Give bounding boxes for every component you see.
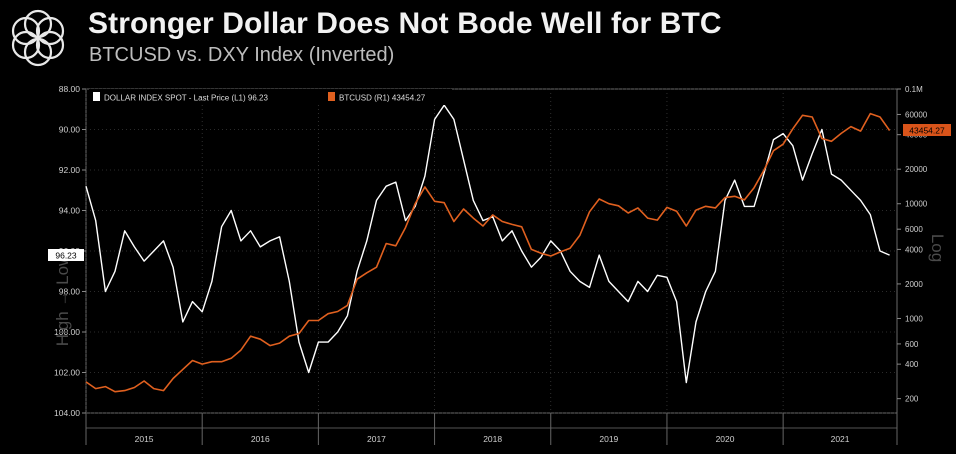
- btc-series-line: [85, 112, 891, 393]
- x-tick-label: 2016: [251, 434, 270, 444]
- brand-logo: [11, 9, 65, 67]
- legend-label-btc: BTCUSD (R1) 43454.27: [339, 94, 426, 103]
- left-tick-label: 88.00: [59, 84, 81, 94]
- x-tick-label: 2019: [599, 434, 618, 444]
- right-tick-label: 1000: [905, 314, 923, 323]
- dxy-tag-box: [48, 249, 84, 261]
- left-tick-label: 104.00: [54, 408, 80, 418]
- x-tick-label: 2021: [831, 434, 850, 444]
- right-tick-label: 2000: [905, 280, 923, 289]
- left-tick-label: 94.00: [59, 206, 81, 216]
- right-tick-label: 6000: [905, 225, 923, 234]
- right-tick-label: 60000: [905, 110, 928, 119]
- btc-tag-box: [903, 124, 951, 136]
- right-tick-label: 200: [905, 395, 919, 404]
- left-tick-label: 102.00: [54, 368, 80, 378]
- series-layer: [85, 104, 891, 393]
- legend: DOLLAR INDEX SPOT - Last Price (L1) 96.2…: [89, 89, 452, 105]
- btc-last-value-tag: 43454.27: [903, 124, 951, 136]
- chart-container: 88.0090.0092.0094.0096.0098.00100.00102.…: [0, 80, 956, 449]
- page-title: Stronger Dollar Does Not Bode Well for B…: [88, 7, 722, 40]
- left-tick-label: 98.00: [59, 287, 81, 297]
- right-tick-label: 400: [905, 360, 919, 369]
- dxy-series-line: [85, 104, 890, 384]
- legend-swatch-dxy: [93, 92, 100, 101]
- dxy-last-value-tag: 96.23: [48, 249, 84, 261]
- right-tick-label: 4000: [905, 245, 923, 254]
- chart-background: [0, 80, 956, 449]
- legend-label-dxy: DOLLAR INDEX SPOT - Last Price (L1) 96.2…: [104, 94, 268, 103]
- btc-tag-text: 43454.27: [909, 126, 945, 136]
- right-tick-label: 10000: [905, 200, 928, 209]
- x-tick-label: 2018: [483, 434, 502, 444]
- left-tick-label: 100.00: [54, 327, 80, 337]
- x-tick-label: 2015: [135, 434, 154, 444]
- page-subtitle: BTCUSD vs. DXY Index (Inverted): [89, 44, 395, 66]
- right-tick-label: 0.1M: [905, 85, 923, 94]
- dxy-tag-text: 96.23: [55, 251, 77, 261]
- line-chart: 88.0090.0092.0094.0096.0098.00100.00102.…: [0, 80, 956, 449]
- right-tick-label: 20000: [905, 165, 928, 174]
- right-axis-label: Log: [928, 234, 947, 262]
- x-tick-label: 2017: [367, 434, 386, 444]
- legend-background: [89, 89, 452, 105]
- legend-swatch-btc: [328, 92, 335, 101]
- left-axis-label: High → Low: [53, 253, 72, 346]
- axis-layer: 88.0090.0092.0094.0096.0098.00100.00102.…: [54, 84, 928, 445]
- right-tick-label: 600: [905, 340, 919, 349]
- x-tick-label: 2020: [716, 434, 735, 444]
- left-tick-label: 92.00: [59, 165, 81, 175]
- left-tick-label: 90.00: [59, 125, 81, 135]
